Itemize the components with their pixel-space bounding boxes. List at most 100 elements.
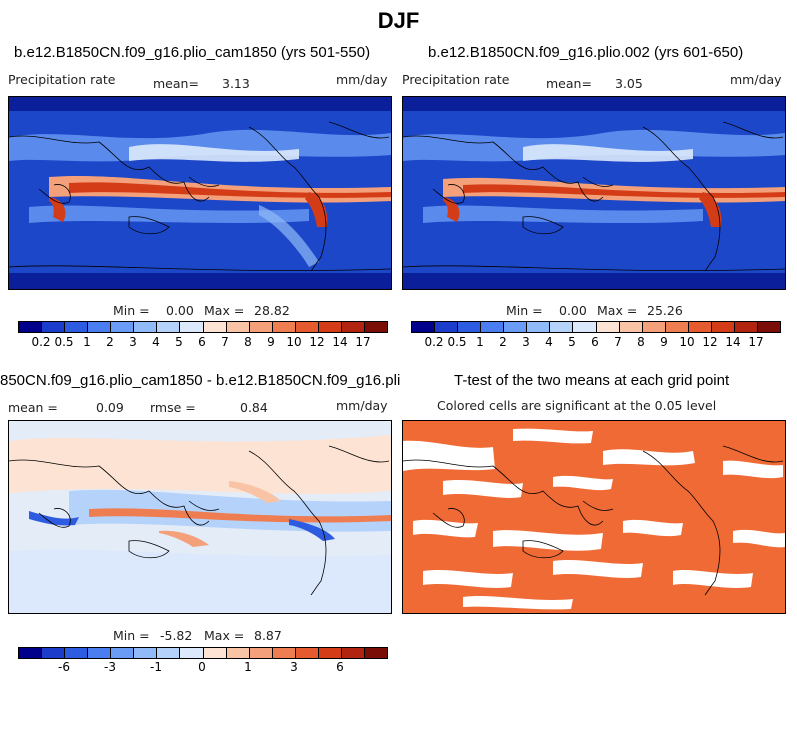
colorbar-swatch xyxy=(19,648,43,658)
colorbar-swatch xyxy=(711,322,735,332)
colorbar-tick-label: 14 xyxy=(725,335,741,349)
colorbar-swatch xyxy=(504,322,528,332)
colorbar-swatch xyxy=(272,648,296,658)
colorbar-swatch xyxy=(364,648,387,658)
colorbar-swatch xyxy=(65,322,89,332)
colorbar-tick-label: 1 xyxy=(83,335,91,349)
colorbar-tick-label: 0.2 xyxy=(424,335,444,349)
colorbar-tick-label: 0.2 xyxy=(31,335,51,349)
colorbar-tick-label: -6 xyxy=(58,660,70,674)
panel1-precip-map xyxy=(8,96,392,290)
panel3-title: 850CN.f09_g16.plio_cam1850 - b.e12.B1850… xyxy=(0,372,400,389)
panel4-significance-map xyxy=(402,420,786,614)
panel2-mean-label: mean= xyxy=(546,76,592,91)
page-title: DJF xyxy=(377,8,420,33)
colorbar-swatch xyxy=(226,648,250,658)
colorbar-swatch xyxy=(688,322,712,332)
colorbar-tick-label: 3 xyxy=(129,335,137,349)
colorbar-swatch xyxy=(249,322,273,332)
colorbar-swatch xyxy=(619,322,643,332)
colorbar-tick-label: 1 xyxy=(476,335,484,349)
colorbar-tick-label: 0.5 xyxy=(54,335,74,349)
panel2-max-label: Max = xyxy=(597,303,638,318)
colorbar-swatch xyxy=(481,322,505,332)
panel1-min-value: 0.00 xyxy=(166,303,194,318)
panel1-max-value: 28.82 xyxy=(254,303,290,318)
colorbar-tick-label: 8 xyxy=(244,335,252,349)
colorbar-swatch xyxy=(42,322,66,332)
colorbar-tick-label: 7 xyxy=(614,335,622,349)
colorbar-swatch xyxy=(550,322,574,332)
colorbar-swatch xyxy=(157,322,181,332)
panel3-colorbar xyxy=(18,647,388,659)
panel1-max-label: Max = xyxy=(204,303,245,318)
panel1-mean-label: mean= xyxy=(153,76,199,91)
panel3-difference-map xyxy=(8,420,392,614)
colorbar-tick-label: 4 xyxy=(152,335,160,349)
colorbar-tick-label: 4 xyxy=(545,335,553,349)
colorbar-swatch xyxy=(435,322,459,332)
colorbar-tick-label: 3 xyxy=(290,660,298,674)
colorbar-tick-label: 5 xyxy=(175,335,183,349)
panel1-colorbar xyxy=(18,321,388,333)
panel2-min-label: Min = xyxy=(506,303,543,318)
panel4-subtitle: Colored cells are significant at the 0.0… xyxy=(437,398,717,413)
colorbar-tick-label: 9 xyxy=(267,335,275,349)
colorbar-swatch xyxy=(295,322,319,332)
colorbar-swatch xyxy=(111,322,135,332)
panel3-max-label: Max = xyxy=(204,628,245,643)
colorbar-swatch xyxy=(19,322,43,332)
panel2-precip-map xyxy=(402,96,786,290)
colorbar-swatch xyxy=(249,648,273,658)
colorbar-swatch xyxy=(734,322,758,332)
colorbar-swatch xyxy=(88,322,112,332)
colorbar-swatch xyxy=(341,648,365,658)
colorbar-swatch xyxy=(157,648,181,658)
panel2-min-value: 0.00 xyxy=(559,303,587,318)
colorbar-tick-label: 2 xyxy=(499,335,507,349)
colorbar-swatch xyxy=(180,322,204,332)
panel2-title: b.e12.B1850CN.f09_g16.plio.002 (yrs 601-… xyxy=(428,44,744,61)
colorbar-swatch xyxy=(458,322,482,332)
panel1-units: mm/day xyxy=(336,72,388,87)
colorbar-swatch xyxy=(42,648,66,658)
colorbar-swatch xyxy=(596,322,620,332)
colorbar-tick-label: 8 xyxy=(637,335,645,349)
colorbar-swatch xyxy=(341,322,365,332)
colorbar-tick-label: 10 xyxy=(679,335,695,349)
colorbar-tick-label: 17 xyxy=(748,335,764,349)
colorbar-swatch xyxy=(272,322,296,332)
colorbar-tick-label: 0.5 xyxy=(447,335,467,349)
colorbar-swatch xyxy=(203,322,227,332)
colorbar-tick-label: 12 xyxy=(702,335,718,349)
colorbar-swatch xyxy=(757,322,780,332)
colorbar-tick-label: 0 xyxy=(198,660,206,674)
panel3-mean-value: 0.09 xyxy=(96,400,124,415)
colorbar-tick-label: -1 xyxy=(150,660,162,674)
colorbar-swatch xyxy=(665,322,689,332)
colorbar-tick-label: 14 xyxy=(332,335,348,349)
colorbar-tick-label: 6 xyxy=(336,660,344,674)
colorbar-swatch xyxy=(180,648,204,658)
colorbar-swatch xyxy=(88,648,112,658)
panel1-variable-label: Precipitation rate xyxy=(8,72,116,87)
panel1-min-label: Min = xyxy=(113,303,150,318)
colorbar-swatch xyxy=(318,648,342,658)
colorbar-swatch xyxy=(573,322,597,332)
panel3-rmse-value: 0.84 xyxy=(240,400,268,415)
colorbar-swatch xyxy=(203,648,227,658)
colorbar-tick-label: 1 xyxy=(244,660,252,674)
colorbar-swatch xyxy=(295,648,319,658)
colorbar-swatch xyxy=(134,648,158,658)
colorbar-tick-label: 2 xyxy=(106,335,114,349)
panel4-title: T-test of the two means at each grid poi… xyxy=(454,372,730,389)
colorbar-tick-label: 6 xyxy=(198,335,206,349)
colorbar-swatch xyxy=(111,648,135,658)
panel3-min-value: -5.82 xyxy=(160,628,193,643)
panel3-mean-label: mean = xyxy=(8,400,58,415)
panel2-max-value: 25.26 xyxy=(647,303,683,318)
colorbar-tick-label: -3 xyxy=(104,660,116,674)
colorbar-tick-label: 7 xyxy=(221,335,229,349)
colorbar-tick-label: 12 xyxy=(309,335,325,349)
colorbar-swatch xyxy=(364,322,387,332)
